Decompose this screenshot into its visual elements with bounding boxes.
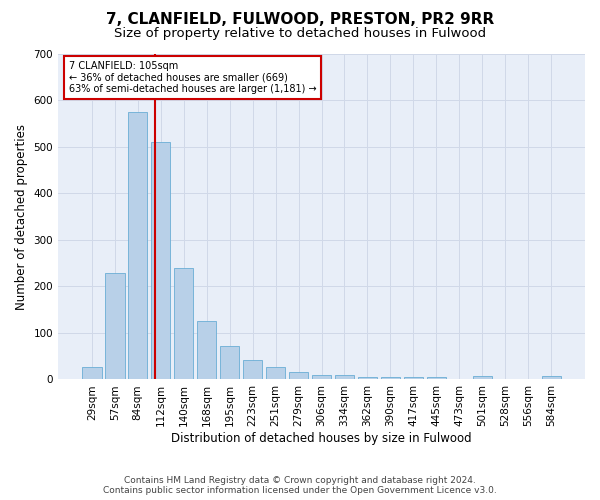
Text: 7 CLANFIELD: 105sqm
← 36% of detached houses are smaller (669)
63% of semi-detac: 7 CLANFIELD: 105sqm ← 36% of detached ho… xyxy=(68,60,316,94)
Bar xyxy=(404,377,423,380)
Y-axis label: Number of detached properties: Number of detached properties xyxy=(15,124,28,310)
Bar xyxy=(243,360,262,380)
Bar xyxy=(266,367,286,380)
Bar xyxy=(358,377,377,380)
Bar xyxy=(105,272,125,380)
Text: Size of property relative to detached houses in Fulwood: Size of property relative to detached ho… xyxy=(114,28,486,40)
Bar xyxy=(128,112,148,380)
Bar xyxy=(82,367,101,380)
Bar xyxy=(473,376,492,380)
Text: 7, CLANFIELD, FULWOOD, PRESTON, PR2 9RR: 7, CLANFIELD, FULWOOD, PRESTON, PR2 9RR xyxy=(106,12,494,28)
X-axis label: Distribution of detached houses by size in Fulwood: Distribution of detached houses by size … xyxy=(171,432,472,445)
Bar xyxy=(542,376,561,380)
Bar xyxy=(335,375,354,380)
Bar xyxy=(427,377,446,380)
Text: Contains HM Land Registry data © Crown copyright and database right 2024.
Contai: Contains HM Land Registry data © Crown c… xyxy=(103,476,497,495)
Bar xyxy=(289,372,308,380)
Bar xyxy=(380,377,400,380)
Bar xyxy=(197,322,217,380)
Bar xyxy=(220,346,239,380)
Bar xyxy=(151,142,170,380)
Bar xyxy=(174,268,193,380)
Bar xyxy=(312,375,331,380)
